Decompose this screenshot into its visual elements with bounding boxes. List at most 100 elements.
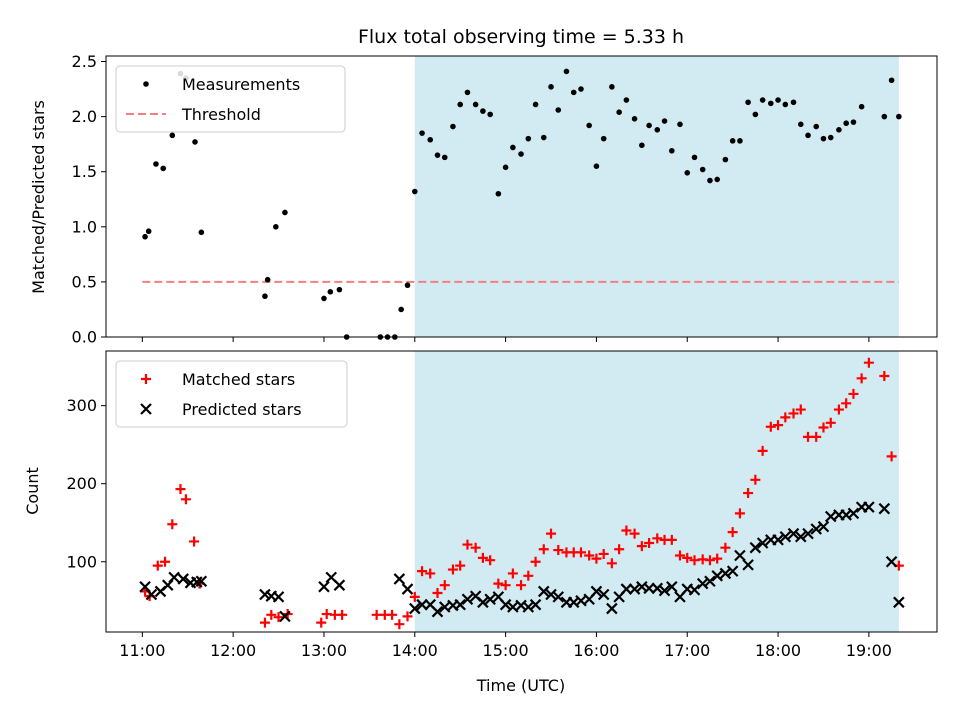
x-tick-label: 11:00	[119, 641, 165, 660]
top-series0-point	[398, 306, 404, 313]
bottom-series1-point	[651, 582, 664, 595]
bottom-series0-point	[538, 544, 549, 555]
bottom-series1-point	[597, 588, 610, 601]
bottom-y-tick-label: 200	[66, 474, 97, 493]
bottom-series0-point	[409, 591, 420, 602]
bottom-series0-point	[818, 422, 829, 433]
bottom-series0-point	[394, 619, 405, 630]
bottom-series1-point	[704, 575, 716, 588]
top-series0-point	[264, 276, 271, 283]
top-series0-point	[570, 89, 577, 96]
bottom-series1-point	[522, 601, 535, 613]
top-series0-point	[411, 188, 418, 195]
bottom-series0-point	[189, 536, 200, 547]
x-tick-label: 13:00	[301, 641, 347, 660]
top-series0-point	[192, 139, 198, 145]
bottom-series1-point	[787, 527, 800, 540]
top-series0-point	[691, 154, 698, 161]
x-tick-label: 12:00	[210, 641, 256, 660]
top-series0-point	[336, 286, 343, 293]
top-series0-point	[661, 118, 668, 124]
bottom-series0-point	[788, 408, 799, 419]
bottom-series0-point	[485, 555, 496, 566]
bottom-series0-point	[152, 560, 163, 571]
bottom-series0-point	[470, 542, 481, 553]
top-series0-point	[434, 152, 441, 158]
bottom-series1-point	[658, 584, 671, 597]
top-series0-point	[153, 161, 159, 167]
top-series0-point	[518, 151, 524, 157]
top-series0-point	[896, 113, 902, 120]
bottom-series0-point	[614, 544, 625, 555]
bottom-plot-frame	[105, 350, 938, 633]
top-series0-point	[578, 86, 584, 92]
bottom-series0-point	[462, 539, 473, 550]
bottom-series0-point	[417, 566, 428, 577]
top-series0-point	[654, 127, 661, 133]
bottom-series0-point	[629, 528, 640, 539]
bottom-series1-point	[885, 555, 898, 568]
bottom-series0-point	[530, 556, 541, 567]
bottom-series0-point	[621, 525, 632, 536]
top-series0-point	[160, 165, 167, 172]
bottom-series0-point	[584, 550, 595, 561]
top-series0-point	[145, 228, 152, 235]
top-series0-point	[677, 121, 683, 128]
bottom-series0-point	[765, 421, 776, 432]
bottom-series1-point	[893, 596, 905, 609]
top-series0-point	[321, 295, 327, 302]
top-y-tick-label: 1.5	[72, 162, 97, 181]
top-series0-point	[273, 224, 279, 230]
bottom-series0-point	[644, 538, 655, 549]
bottom-series1-point	[756, 537, 769, 549]
bottom-series0-point	[167, 519, 178, 530]
top-series0-point	[427, 136, 434, 143]
bottom-series1-point	[552, 591, 565, 603]
top-series0-point	[820, 135, 827, 142]
bottom-series0-point	[879, 370, 890, 381]
top-series0-point	[616, 109, 622, 115]
top-y-tick-label: 2.5	[72, 52, 97, 71]
bottom-series1-point	[318, 580, 330, 593]
bottom-series0-point	[591, 553, 602, 564]
bottom-series0-point	[780, 412, 791, 423]
bottom-series0-point	[743, 488, 754, 499]
top-series0-point	[782, 101, 789, 108]
bottom-series0-point	[750, 474, 761, 485]
bottom-series1-point	[177, 573, 189, 585]
top-series0-point	[684, 170, 691, 176]
bottom-series0-point	[493, 578, 504, 589]
top-series0-point	[142, 233, 148, 240]
bottom-series0-point	[477, 552, 488, 563]
top-series0-point	[450, 123, 456, 130]
bottom-y-tick-label: 300	[66, 396, 97, 415]
top-legend-box	[115, 65, 346, 133]
bottom-series1-point	[606, 602, 618, 615]
top-series0-point	[797, 121, 804, 128]
bottom-series1-point	[431, 605, 444, 618]
bottom-legend: Matched stars Predicted stars	[115, 360, 348, 428]
top-y-axis-label: Matched/Predicted stars	[29, 100, 48, 294]
top-series0-point	[805, 132, 811, 139]
top-series0-point	[586, 122, 592, 129]
bottom-series0-point	[636, 541, 647, 552]
top-series0-point	[480, 108, 486, 114]
bottom-series1-point	[477, 596, 489, 609]
x-tick-label: 14:00	[392, 641, 438, 660]
top-series0-point	[813, 123, 820, 130]
bottom-series1-point	[688, 584, 701, 596]
bottom-series0-point	[180, 494, 191, 505]
top-series0-point	[532, 101, 539, 108]
bottom-series0-point	[516, 580, 527, 591]
top-series0-point	[555, 107, 562, 113]
bottom-series1-point	[696, 577, 709, 590]
bottom-series1-point	[628, 583, 641, 595]
bottom-series1-point	[863, 501, 875, 513]
top-series0-point	[593, 163, 600, 169]
bottom-series1-point	[711, 570, 723, 582]
top-series0-point	[669, 147, 675, 154]
bottom-series0-point	[841, 398, 852, 409]
top-observing-span	[414, 56, 899, 337]
bottom-series0-point	[387, 609, 398, 620]
